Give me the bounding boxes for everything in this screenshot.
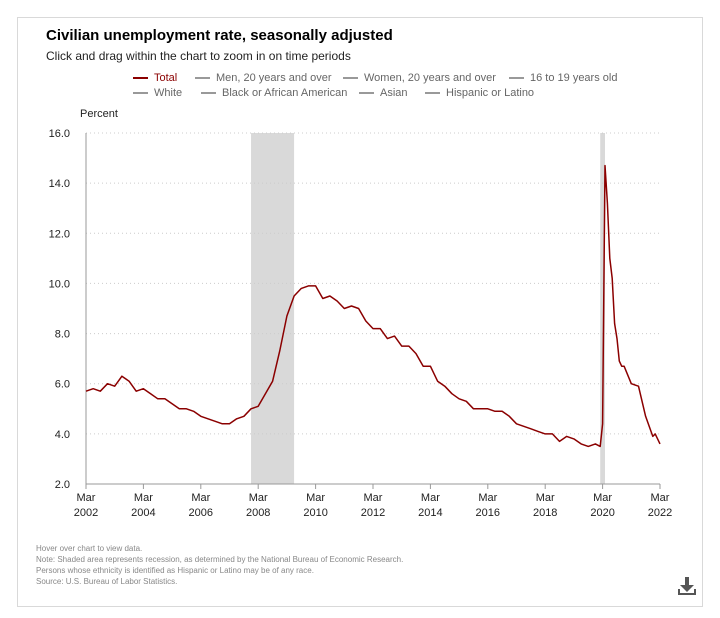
legend-swatch <box>359 92 374 94</box>
download-button[interactable] <box>676 575 698 597</box>
legend-swatch <box>133 92 148 94</box>
x-tick-label-month: Mar <box>421 492 440 504</box>
legend-label: White <box>154 87 183 99</box>
footnote-ethnicity: Persons whose ethnicity is identified as… <box>36 566 314 575</box>
x-tick-label-month: Mar <box>306 492 325 504</box>
x-tick-label-year: 2014 <box>418 507 442 519</box>
legend-label: Total <box>154 72 178 84</box>
x-tick-label-month: Mar <box>536 492 555 504</box>
legend-item-total[interactable]: Total <box>133 72 177 84</box>
y-tick-label: 4.0 <box>55 429 70 441</box>
y-axis-label: Percent <box>80 108 118 120</box>
legend-swatch <box>133 77 148 79</box>
x-tick-label-year: 2018 <box>533 507 557 519</box>
legend-label: Black or African American <box>222 87 348 99</box>
x-tick-label-year: 2004 <box>131 507 155 519</box>
y-tick-label: 14.0 <box>49 178 70 190</box>
legend-swatch <box>425 92 440 94</box>
legend-label: Men, 20 years and over <box>216 72 332 84</box>
legend-swatch <box>195 77 210 79</box>
x-tick-label-month: Mar <box>364 492 383 504</box>
legend-item-hispanic[interactable]: Hispanic or Latino <box>425 87 534 99</box>
y-tick-label: 2.0 <box>55 479 70 491</box>
x-tick-label-month: Mar <box>478 492 497 504</box>
legend-swatch <box>343 77 358 79</box>
legend-item-black[interactable]: Black or African American <box>201 87 347 99</box>
legend-label: Women, 20 years and over <box>364 72 496 84</box>
y-tick-label: 8.0 <box>55 329 70 341</box>
footnote-hover: Hover over chart to view data. <box>36 544 143 553</box>
legend-item-women[interactable]: Women, 20 years and over <box>343 72 496 84</box>
legend-item-white[interactable]: White <box>133 87 182 99</box>
legend-label: Hispanic or Latino <box>446 87 535 99</box>
x-tick-label-year: 2022 <box>648 507 672 519</box>
chart-title: Civilian unemployment rate, seasonally a… <box>46 27 393 44</box>
x-tick-label-year: 2006 <box>189 507 213 519</box>
recession-band <box>251 133 295 484</box>
x-tick-label-year: 2010 <box>303 507 327 519</box>
legend-swatch <box>509 77 524 79</box>
x-tick-label-year: 2016 <box>476 507 500 519</box>
footnotes: Hover over chart to view data. Note: Sha… <box>36 543 403 587</box>
chart-subtitle: Click and drag within the chart to zoom … <box>46 49 351 63</box>
x-tick-label-year: 2020 <box>590 507 614 519</box>
y-tick-label: 6.0 <box>55 379 70 391</box>
y-tick-label: 16.0 <box>49 128 70 140</box>
x-tick-label-month: Mar <box>77 492 96 504</box>
x-tick-label-year: 2002 <box>74 507 98 519</box>
x-tick-label-month: Mar <box>593 492 612 504</box>
y-tick-label: 12.0 <box>49 228 70 240</box>
legend-item-men[interactable]: Men, 20 years and over <box>195 72 332 84</box>
x-tick-label-month: Mar <box>249 492 268 504</box>
x-tick-label-year: 2012 <box>361 507 385 519</box>
recession-band <box>600 133 605 484</box>
legend-item-teens[interactable]: 16 to 19 years old <box>509 72 617 84</box>
y-tick-label: 10.0 <box>49 278 70 290</box>
x-tick-label-month: Mar <box>651 492 670 504</box>
legend-label: Asian <box>380 87 408 99</box>
series-line-total <box>85 164 661 448</box>
x-tick-label-year: 2008 <box>246 507 270 519</box>
footnote-recession: Note: Shaded area represents recession, … <box>36 555 404 564</box>
x-tick-label-month: Mar <box>191 492 210 504</box>
legend-label: 16 to 19 years old <box>530 72 618 84</box>
download-icon <box>678 577 696 595</box>
footnote-source: Source: U.S. Bureau of Labor Statistics. <box>36 577 178 586</box>
legend-swatch <box>201 92 216 94</box>
x-tick-label-month: Mar <box>134 492 153 504</box>
legend-item-asian[interactable]: Asian <box>359 87 408 99</box>
